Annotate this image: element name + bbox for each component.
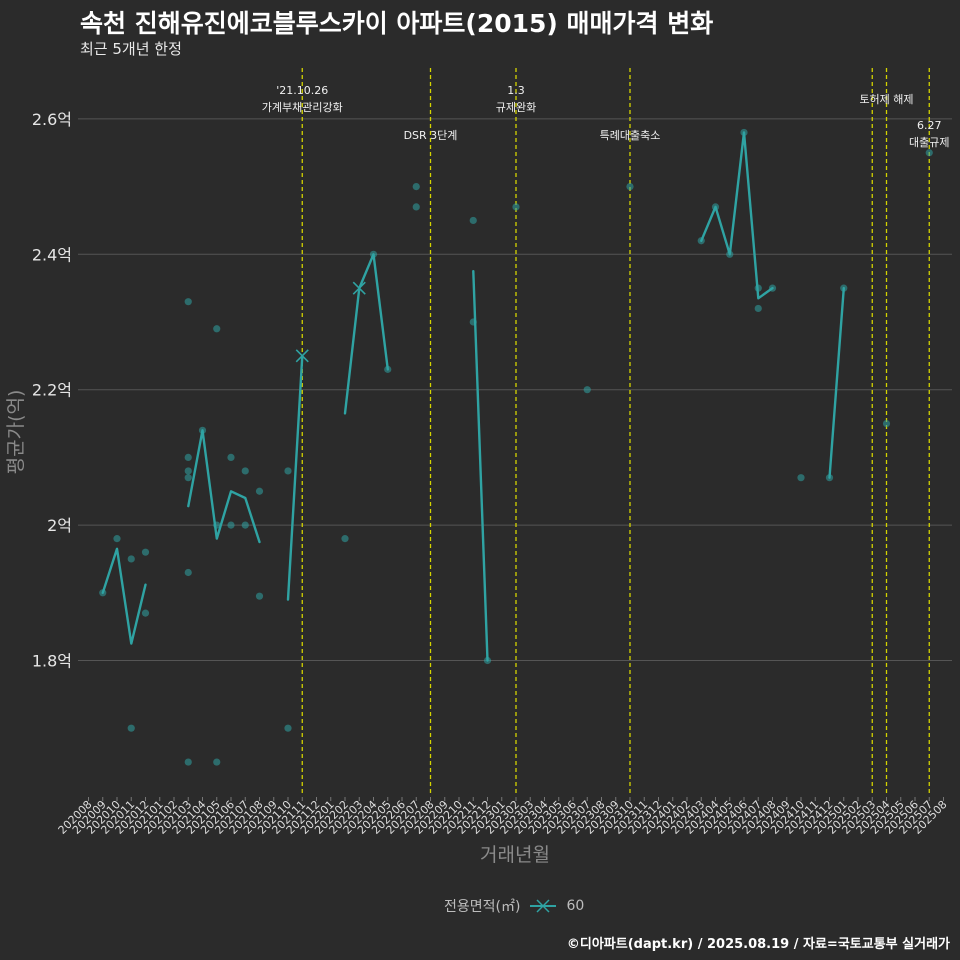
data-point: [626, 183, 634, 191]
data-point: [213, 325, 221, 333]
data-point: [184, 758, 192, 766]
data-point: [241, 521, 249, 529]
x-axis-title: 거래년월: [480, 844, 550, 866]
data-point: [141, 609, 150, 617]
data-point: [469, 216, 477, 225]
data-point: [882, 419, 891, 428]
cross-marker: [295, 349, 309, 363]
legend-key-icon: [530, 899, 557, 913]
data-point: [227, 453, 235, 461]
legend-title: 전용면적(㎡): [444, 899, 521, 915]
data-point: [284, 724, 292, 732]
y-tick-label: 2억: [47, 516, 72, 535]
data-point: [184, 467, 192, 475]
event-label: 대출규제: [909, 136, 949, 149]
event-label: 6.27: [917, 119, 942, 132]
chart-subtitle: 최근 5개년 한정: [80, 40, 182, 58]
data-point: [241, 467, 249, 475]
data-point: [255, 592, 264, 600]
y-tick-label: 2.6억: [32, 110, 72, 129]
y-tick-label: 2.2억: [32, 381, 72, 400]
data-point: [184, 298, 192, 306]
event-label: 특례대출축소: [600, 129, 661, 142]
data-point: [127, 555, 135, 563]
cross-marker-stroke: [352, 281, 366, 295]
data-point: [583, 386, 591, 394]
data-point: [925, 149, 933, 157]
y-tick-label: 1.8억: [32, 652, 72, 671]
legend-item-label: 60: [566, 898, 585, 914]
series-line: [286, 354, 304, 601]
series-line: [472, 270, 489, 662]
data-point: [255, 487, 264, 495]
data-point: [141, 548, 150, 556]
data-point: [213, 758, 221, 766]
legend: 전용면적(㎡) 60: [444, 896, 584, 916]
data-point: [754, 304, 762, 313]
cross-marker: [352, 281, 366, 295]
data-point: [184, 453, 192, 461]
y-axis-title: 평균가(억): [5, 390, 27, 475]
source-caption: ©디아파트(dapt.kr) / 2025.08.19 / 자료=국토교통부 실…: [566, 937, 950, 952]
series-line: [187, 429, 261, 544]
event-label: 가계부채관리강화: [262, 101, 343, 114]
event-label: '21.10.26: [276, 84, 328, 97]
event-label: 규제완화: [496, 101, 536, 114]
series-line: [828, 286, 845, 479]
data-point: [284, 467, 292, 475]
series-line: [700, 131, 774, 300]
data-point: [341, 535, 349, 543]
data-point: [227, 521, 235, 529]
data-point: [184, 568, 192, 577]
event-label: DSR 3단계: [404, 129, 458, 142]
data-point: [113, 535, 121, 543]
series-line: [343, 253, 389, 415]
chart-title: 속천 진해유진에코블루스카이 아파트(2015) 매매가격 변화: [80, 9, 714, 38]
data-point: [127, 724, 135, 732]
event-label: 토허제 해제: [859, 92, 913, 106]
cross-marker-stroke: [295, 349, 309, 363]
series-line: [101, 547, 147, 645]
event-label: 1.3: [507, 84, 525, 97]
data-point: [797, 474, 805, 482]
data-point: [184, 474, 192, 482]
y-tick-label: 2.4억: [32, 245, 72, 264]
data-point: [512, 203, 520, 211]
data-point: [412, 183, 420, 191]
data-point: [412, 203, 420, 211]
